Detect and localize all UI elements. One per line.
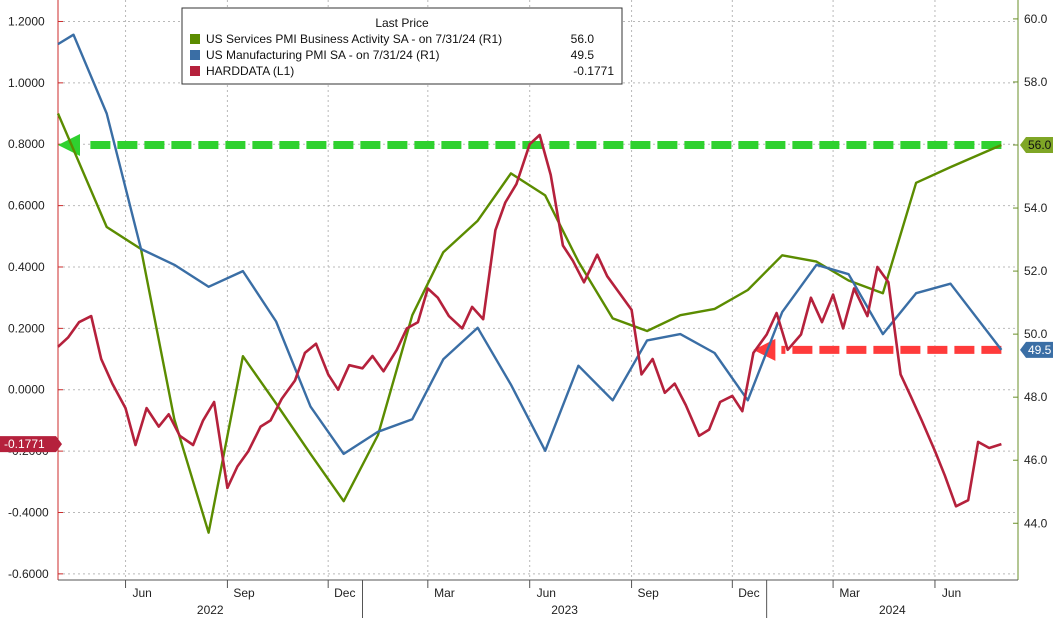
series-layer (56, 33, 1003, 534)
right-tick-label: 58.0 (1024, 75, 1048, 89)
right-tick-label: 60.0 (1024, 12, 1048, 26)
right-tick-label: 52.0 (1024, 264, 1048, 278)
series-line-us-services-pmi-business-activity-sa (56, 113, 1002, 534)
legend-label-manufacturing: US Manufacturing PMI SA - on 7/31/24 (R1… (206, 48, 439, 62)
legend-value-manufacturing: 49.5 (571, 48, 595, 62)
x-tick-label: Sep (637, 586, 659, 600)
x-tick-label: Mar (839, 586, 860, 600)
year-label: 2024 (879, 603, 906, 617)
right-tick-label: 46.0 (1024, 453, 1048, 467)
x-tick-label: Jun (132, 586, 151, 600)
right-tick-label: 44.0 (1024, 516, 1048, 530)
badge-harddata-shape (0, 436, 62, 453)
legend-title: Last Price (375, 16, 429, 30)
badge-manufacturing-label: 49.5 (1028, 343, 1052, 357)
left-tick-label: 0.0000 (8, 383, 45, 397)
legend-swatch-services (190, 34, 200, 44)
series-line-harddata (57, 133, 1002, 508)
badge-manufacturing-shape (1020, 341, 1053, 358)
badge-services-label: 56.0 (1028, 138, 1052, 152)
left-tick-label: -0.6000 (8, 567, 49, 581)
left-tick-label: 0.8000 (8, 137, 45, 151)
legend: Last Price US Services PMI Business Acti… (181, 7, 623, 85)
year-label: 2023 (551, 603, 578, 617)
legend-swatch-manufacturing (190, 50, 200, 60)
badge-harddata-label: -0.1771 (4, 437, 45, 451)
year-label: 2022 (197, 603, 224, 617)
left-tick-label: 0.2000 (8, 321, 45, 335)
right-tick-label: 50.0 (1024, 327, 1048, 341)
x-tick-label: Jun (942, 586, 961, 600)
x-tick-label: Jun (537, 586, 556, 600)
legend-box (181, 7, 623, 85)
right-tick-label: 54.0 (1024, 201, 1048, 215)
series-line-us-manufacturing-pmi-sa (57, 33, 1003, 456)
legend-label-services: US Services PMI Business Activity SA - o… (206, 32, 502, 46)
legend-value-harddata: -0.1771 (573, 64, 614, 78)
left-tick-label: 1.2000 (8, 14, 45, 28)
left-tick-label: 0.4000 (8, 260, 45, 274)
left-tick-label: -0.4000 (8, 505, 49, 519)
right-tick-label: 48.0 (1024, 390, 1048, 404)
x-tick-label: Mar (434, 586, 455, 600)
x-tick-label: Sep (233, 586, 255, 600)
badge-layer: 56.0 49.5 -0.1771 (0, 137, 1053, 453)
left-tick-label: 1.0000 (8, 76, 45, 90)
x-tick-label: Dec (738, 586, 759, 600)
badge-services-shape (1020, 137, 1053, 153)
legend-label-harddata: HARDDATA (L1) (206, 64, 294, 78)
legend-value-services: 56.0 (571, 32, 595, 46)
left-tick-label: 0.6000 (8, 199, 45, 213)
x-tick-label: Dec (334, 586, 355, 600)
legend-swatch-harddata (190, 66, 200, 76)
